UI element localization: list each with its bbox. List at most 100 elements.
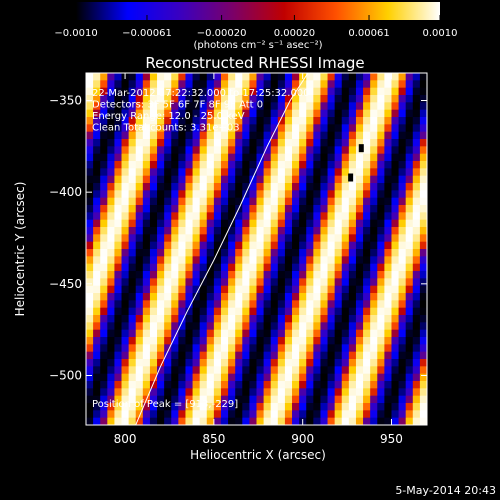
y-tick-label: −450: [49, 277, 82, 291]
heatmap-cell: [235, 249, 243, 257]
heatmap-cell: [284, 109, 293, 118]
heatmap-cell: [256, 278, 265, 287]
heatmap-cell: [114, 307, 123, 316]
heatmap-cell: [178, 337, 186, 345]
heatmap-cell: [242, 256, 250, 265]
heatmap-cell: [263, 131, 272, 140]
heatmap-cell: [370, 366, 378, 375]
heatmap-cell: [121, 190, 130, 199]
heatmap-cell: [327, 95, 336, 103]
heatmap-cell: [299, 175, 307, 184]
heatmap-cell: [164, 190, 172, 199]
heatmap-cell: [185, 146, 194, 155]
heatmap-cell: [107, 131, 115, 140]
heatmap-cell: [419, 381, 427, 389]
heatmap-cell: [306, 146, 314, 155]
heatmap-cell: [384, 175, 392, 184]
heatmap-cell: [263, 344, 272, 353]
heatmap-cell: [313, 351, 321, 360]
heatmap-cell: [86, 271, 94, 279]
heatmap-cell: [228, 139, 236, 147]
heatmap-cell: [299, 161, 307, 169]
heatmap-cell: [249, 80, 257, 89]
heatmap-cell: [220, 337, 229, 345]
heatmap-cell: [292, 388, 300, 397]
heatmap-cell: [391, 117, 400, 125]
heatmap-cell: [185, 271, 194, 279]
heatmap-cell: [306, 256, 314, 265]
heatmap-cell: [86, 205, 94, 213]
heatmap-cell: [306, 153, 314, 162]
heatmap-cell: [292, 102, 300, 111]
heatmap-cell: [412, 241, 421, 250]
heatmap-cell: [263, 293, 272, 301]
heatmap-cell: [334, 307, 343, 316]
heatmap-cell: [171, 153, 179, 162]
heatmap-cell: [327, 219, 336, 228]
heatmap-cell: [157, 183, 165, 191]
heatmap-cell: [242, 95, 250, 103]
heatmap-cell: [405, 344, 414, 353]
heatmap-cell: [256, 146, 265, 155]
heatmap-cell: [355, 278, 364, 287]
heatmap-cell: [405, 337, 414, 345]
heatmap-cell: [128, 161, 137, 169]
heatmap-cell: [398, 219, 407, 228]
heatmap-cell: [157, 285, 165, 294]
heatmap-cell: [355, 351, 364, 360]
heatmap-cell: [206, 359, 215, 367]
heatmap-cell: [284, 351, 293, 360]
heatmap-cell: [235, 146, 243, 155]
heatmap-cell: [363, 271, 371, 279]
heatmap-cell: [292, 359, 300, 367]
heatmap-cell: [121, 234, 130, 243]
heatmap-cell: [206, 307, 215, 316]
colorbar-tick-label: 0.00061: [348, 28, 389, 39]
heatmap-cell: [164, 131, 172, 140]
heatmap-cell: [228, 300, 236, 309]
heatmap-cell: [199, 381, 208, 389]
heatmap-cell: [384, 322, 392, 331]
heatmap-cell: [341, 190, 350, 199]
heatmap-cell: [412, 337, 421, 345]
heatmap-cell: [235, 329, 243, 338]
heatmap-cell: [292, 161, 300, 169]
x-tick-label: 950: [380, 432, 403, 446]
heatmap-cell: [327, 381, 336, 389]
heatmap-cell: [100, 212, 108, 221]
heatmap-cell: [149, 315, 158, 323]
heatmap-cell: [412, 300, 421, 309]
heatmap-cell: [256, 344, 265, 353]
heatmap-cell: [213, 263, 222, 272]
heatmap-cell: [135, 205, 144, 213]
heatmap-cell: [384, 300, 392, 309]
heatmap-cell: [164, 307, 172, 316]
heatmap-cell: [171, 124, 179, 133]
heatmap-cell: [185, 205, 194, 213]
heatmap-cell: [334, 131, 343, 140]
heatmap-cell: [313, 256, 321, 265]
heatmap-cell: [277, 241, 286, 250]
heatmap-cell: [334, 359, 343, 367]
heatmap-cell: [299, 168, 307, 177]
heatmap-cell: [213, 124, 222, 133]
heatmap-cell: [284, 359, 293, 367]
heatmap-cell: [348, 271, 357, 279]
heatmap-cell: [135, 373, 144, 382]
heatmap-cell: [178, 73, 186, 81]
heatmap-cell: [206, 197, 215, 206]
heatmap-cell: [149, 131, 158, 140]
heatmap-cell: [398, 337, 407, 345]
heatmap-cell: [206, 139, 215, 147]
heatmap-cell: [412, 388, 421, 397]
heatmap-cell: [299, 95, 307, 103]
heatmap-cell: [320, 373, 329, 382]
heatmap-cell: [149, 344, 158, 353]
heatmap-cell: [306, 337, 314, 345]
heatmap-cell: [213, 351, 222, 360]
heatmap-cell: [384, 153, 392, 162]
heatmap-cell: [107, 139, 115, 147]
heatmap-cell: [348, 205, 357, 213]
heatmap-cell: [199, 146, 208, 155]
heatmap-cell: [398, 109, 407, 118]
